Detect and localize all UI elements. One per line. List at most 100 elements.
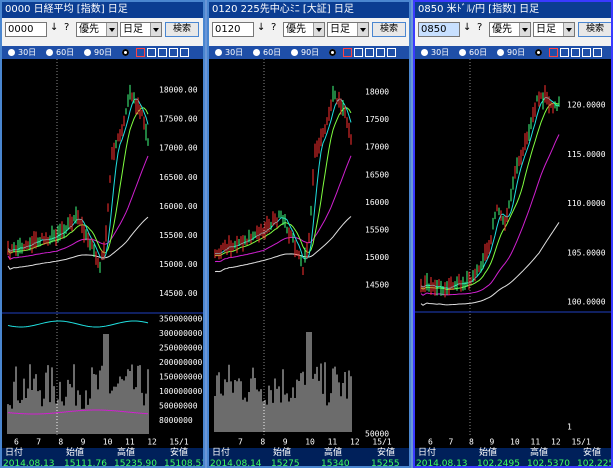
range-label[interactable]: 30日 — [225, 48, 244, 57]
down-button[interactable]: ↓ — [50, 22, 59, 33]
range-label[interactable]: 60日 — [469, 48, 488, 57]
ma-long-line — [420, 222, 560, 306]
range-radio[interactable] — [329, 49, 336, 56]
tool-icon[interactable] — [180, 48, 189, 57]
footer-value: 2014.08.14 — [210, 459, 262, 468]
x-tick-label: 9 — [283, 438, 288, 447]
down-button[interactable]: ↓ — [463, 22, 472, 33]
period-select[interactable]: 日足 — [120, 22, 162, 37]
footer-label: 安値 — [377, 448, 396, 458]
help-button[interactable]: ? — [477, 22, 483, 33]
tool-icon[interactable] — [593, 48, 602, 57]
tool-icon[interactable] — [147, 48, 156, 57]
price-tick-label: 17000 — [365, 143, 389, 152]
footer-value: 15235.90 — [114, 459, 157, 468]
x-tick-label: 7 — [449, 438, 454, 447]
footer-value: 2014.08.13 — [416, 459, 468, 468]
search-button[interactable]: 検索 — [578, 22, 611, 37]
price-tick-label: 15000 — [365, 253, 389, 262]
range-label[interactable]: 60日 — [263, 48, 282, 57]
price-tick-label: 115.0000 — [567, 150, 606, 159]
panel-title: 0120 225先中心ﾐﾆ [大証] 日足 — [209, 2, 409, 18]
range-radio[interactable] — [291, 49, 298, 56]
x-tick-label: 6 — [14, 438, 19, 447]
tool-icon[interactable] — [354, 48, 363, 57]
range-label[interactable]: 30日 — [18, 48, 37, 57]
x-tick-label: 8 — [260, 438, 265, 447]
tool-icon[interactable] — [582, 48, 591, 57]
range-label[interactable]: 90日 — [94, 48, 113, 57]
range-label[interactable]: 30日 — [431, 48, 450, 57]
tool-icon[interactable] — [136, 48, 145, 57]
x-tick-label: 12 — [147, 438, 157, 447]
x-tick-label: 6 — [428, 438, 433, 447]
price-tick-label: 16500.00 — [159, 173, 198, 182]
x-tick-label: 8 — [469, 438, 474, 447]
price-tick-label: 14500.00 — [159, 289, 198, 298]
range-bar: 30日 60日 90日 — [209, 46, 409, 59]
tool-icon[interactable] — [365, 48, 374, 57]
volume-ma-line — [7, 320, 149, 328]
down-button[interactable]: ↓ — [257, 22, 266, 33]
range-radio[interactable] — [8, 49, 15, 56]
price-tick-label: 120.0000 — [567, 101, 606, 110]
tool-icon[interactable] — [387, 48, 396, 57]
ma-long-line — [7, 216, 149, 270]
price-tick-label: 15500 — [365, 226, 389, 235]
ma-fast-line — [214, 98, 352, 260]
range-radio[interactable] — [253, 49, 260, 56]
help-button[interactable]: ? — [271, 22, 277, 33]
period-select[interactable]: 日足 — [327, 22, 369, 37]
x-tick-label: 7 — [36, 438, 41, 447]
range-radio[interactable] — [421, 49, 428, 56]
range-radio[interactable] — [459, 49, 466, 56]
tool-icon[interactable] — [549, 48, 558, 57]
priority-select[interactable]: 優先 — [76, 22, 118, 37]
range-label[interactable]: 90日 — [301, 48, 320, 57]
x-tick-label: 8 — [58, 438, 63, 447]
priority-select[interactable]: 優先 — [489, 22, 531, 37]
tool-icon[interactable] — [376, 48, 385, 57]
search-button[interactable]: 検索 — [165, 22, 199, 37]
code-input[interactable]: 0000 — [5, 22, 47, 37]
chart-panel: 0120 225先中心ﾐﾆ [大証] 日足 0120 ↓? 優先 日足 検索 30日 60日 9… — [207, 0, 411, 468]
range-radio[interactable] — [46, 49, 53, 56]
footer: 日付 始値 高値 安値 2014.08.13 15111.76 15235.90 15108.… — [2, 448, 203, 468]
chart-area: 18000 17500 17000 16500 16000 15500 15000 14500… — [214, 59, 392, 447]
range-radio[interactable] — [84, 49, 91, 56]
range-radio[interactable] — [215, 49, 222, 56]
ma-fast-line — [7, 98, 149, 260]
priority-select[interactable]: 優先 — [283, 22, 325, 37]
footer-value: 15111.76 — [64, 459, 107, 468]
footer-value: 2014.08.13 — [3, 459, 55, 468]
x-tick-label: 9 — [490, 438, 495, 447]
x-tick-label: 11 — [531, 438, 541, 447]
footer-value: 102.5370 — [527, 459, 570, 468]
help-button[interactable]: ? — [64, 22, 70, 33]
volume-tick-label: 50000000 — [159, 402, 198, 411]
footer-label: 日付 — [418, 448, 437, 458]
x-tick-label: 7 — [238, 438, 243, 447]
price-tick-label: 100.0000 — [567, 298, 606, 307]
code-input[interactable]: 0120 — [212, 22, 254, 37]
price-tick-label: 16500 — [365, 170, 389, 179]
range-label[interactable]: 90日 — [507, 48, 526, 57]
search-button[interactable]: 検索 — [372, 22, 406, 37]
period-select[interactable]: 日足 — [533, 22, 575, 37]
range-label[interactable]: 60日 — [56, 48, 75, 57]
range-radio[interactable] — [122, 49, 129, 56]
footer-label: 日付 — [5, 448, 24, 458]
price-tick-label: 18000 — [365, 88, 389, 97]
tool-icon[interactable] — [169, 48, 178, 57]
tool-icon[interactable] — [343, 48, 352, 57]
ma-fast-line — [420, 97, 560, 290]
tool-icon[interactable] — [158, 48, 167, 57]
chart-panel: 0850 米ﾄﾞﾙ/円 [指数] 日足 0850 ↓? 優先 日足 検索 30日 60日 90日… — [413, 0, 613, 468]
range-radio[interactable] — [497, 49, 504, 56]
tool-icon[interactable] — [560, 48, 569, 57]
range-radio[interactable] — [535, 49, 542, 56]
volume-tick-label: 8000000 — [159, 416, 193, 425]
code-input[interactable]: 0850 — [418, 22, 460, 37]
footer-label: 日付 — [212, 448, 231, 458]
tool-icon[interactable] — [571, 48, 580, 57]
